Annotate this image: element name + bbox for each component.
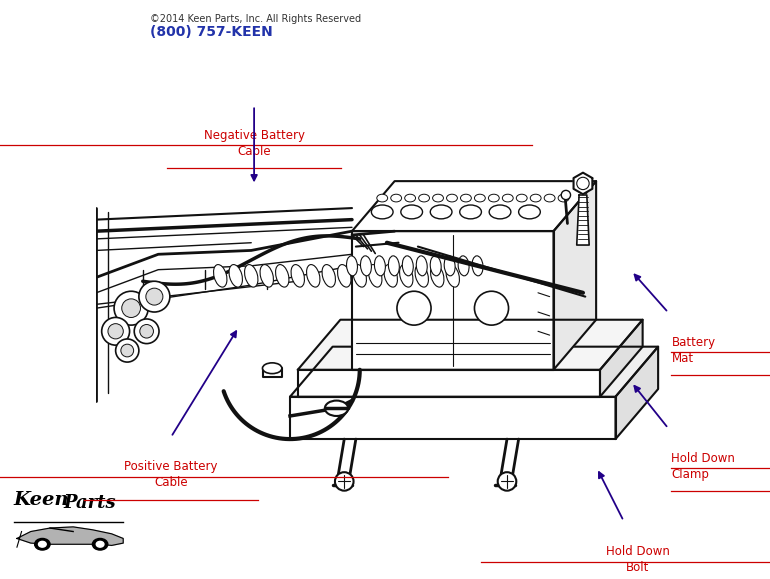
Polygon shape bbox=[577, 195, 589, 245]
Text: Negative Battery
Cable: Negative Battery Cable bbox=[203, 129, 305, 157]
Ellipse shape bbox=[488, 194, 499, 202]
Polygon shape bbox=[352, 181, 596, 231]
Circle shape bbox=[140, 324, 153, 338]
Text: (800) 757-KEEN: (800) 757-KEEN bbox=[150, 25, 273, 39]
Circle shape bbox=[38, 541, 46, 547]
Ellipse shape bbox=[405, 194, 416, 202]
Ellipse shape bbox=[291, 265, 304, 287]
Ellipse shape bbox=[229, 265, 243, 287]
Ellipse shape bbox=[322, 265, 336, 287]
Ellipse shape bbox=[401, 205, 423, 219]
Ellipse shape bbox=[384, 265, 397, 287]
Ellipse shape bbox=[374, 256, 385, 276]
Text: ©2014 Keen Parts, Inc. All Rights Reserved: ©2014 Keen Parts, Inc. All Rights Reserv… bbox=[150, 14, 361, 24]
Circle shape bbox=[577, 177, 589, 189]
Ellipse shape bbox=[458, 256, 469, 276]
Ellipse shape bbox=[390, 194, 402, 202]
Ellipse shape bbox=[433, 194, 444, 202]
Ellipse shape bbox=[213, 265, 227, 287]
Ellipse shape bbox=[377, 194, 387, 202]
Circle shape bbox=[35, 538, 50, 550]
Circle shape bbox=[114, 291, 148, 325]
Circle shape bbox=[121, 344, 134, 357]
Ellipse shape bbox=[430, 205, 452, 219]
Polygon shape bbox=[298, 370, 600, 397]
Text: Hold Down
Clamp: Hold Down Clamp bbox=[671, 452, 735, 481]
Polygon shape bbox=[17, 527, 123, 545]
Polygon shape bbox=[290, 397, 615, 439]
Ellipse shape bbox=[472, 256, 483, 276]
Ellipse shape bbox=[430, 265, 444, 287]
Ellipse shape bbox=[325, 401, 348, 416]
Circle shape bbox=[335, 472, 353, 490]
Text: Hold Down
Bolt: Hold Down Bolt bbox=[606, 545, 669, 574]
Polygon shape bbox=[352, 231, 554, 370]
Circle shape bbox=[134, 319, 159, 343]
Ellipse shape bbox=[400, 265, 413, 287]
Text: Parts: Parts bbox=[63, 494, 116, 512]
Ellipse shape bbox=[460, 194, 471, 202]
Ellipse shape bbox=[517, 194, 527, 202]
Ellipse shape bbox=[489, 205, 511, 219]
Circle shape bbox=[139, 281, 170, 312]
Text: Positive Battery
Cable: Positive Battery Cable bbox=[124, 460, 218, 489]
Polygon shape bbox=[554, 181, 596, 370]
Ellipse shape bbox=[402, 256, 413, 276]
Ellipse shape bbox=[544, 194, 555, 202]
Circle shape bbox=[474, 291, 508, 325]
Text: Keen: Keen bbox=[14, 491, 69, 509]
Ellipse shape bbox=[260, 265, 273, 287]
Text: Battery
Mat: Battery Mat bbox=[671, 336, 715, 365]
Polygon shape bbox=[263, 368, 283, 378]
Circle shape bbox=[561, 190, 571, 200]
Ellipse shape bbox=[415, 265, 428, 287]
Ellipse shape bbox=[371, 205, 393, 219]
Ellipse shape bbox=[502, 194, 513, 202]
Circle shape bbox=[92, 538, 108, 550]
Ellipse shape bbox=[447, 194, 457, 202]
Ellipse shape bbox=[558, 194, 569, 202]
Circle shape bbox=[497, 472, 517, 490]
Ellipse shape bbox=[531, 194, 541, 202]
Polygon shape bbox=[615, 347, 658, 439]
Ellipse shape bbox=[360, 256, 371, 276]
Polygon shape bbox=[600, 320, 643, 397]
Ellipse shape bbox=[430, 256, 441, 276]
Ellipse shape bbox=[388, 256, 400, 276]
Polygon shape bbox=[574, 173, 592, 194]
Ellipse shape bbox=[419, 194, 430, 202]
Ellipse shape bbox=[337, 265, 351, 287]
Ellipse shape bbox=[417, 256, 427, 276]
Circle shape bbox=[116, 339, 139, 362]
Ellipse shape bbox=[444, 256, 455, 276]
Ellipse shape bbox=[353, 265, 367, 287]
Circle shape bbox=[122, 299, 140, 317]
Ellipse shape bbox=[346, 256, 357, 276]
Ellipse shape bbox=[519, 205, 541, 219]
Ellipse shape bbox=[460, 205, 481, 219]
Circle shape bbox=[146, 288, 163, 305]
Ellipse shape bbox=[276, 265, 289, 287]
Ellipse shape bbox=[306, 265, 320, 287]
Ellipse shape bbox=[446, 265, 460, 287]
Ellipse shape bbox=[245, 265, 258, 287]
Circle shape bbox=[397, 291, 431, 325]
Ellipse shape bbox=[474, 194, 485, 202]
Ellipse shape bbox=[263, 363, 282, 373]
Polygon shape bbox=[298, 320, 643, 370]
Circle shape bbox=[96, 541, 104, 547]
Circle shape bbox=[108, 324, 123, 339]
Ellipse shape bbox=[369, 265, 382, 287]
Polygon shape bbox=[290, 347, 658, 397]
Circle shape bbox=[102, 317, 129, 345]
